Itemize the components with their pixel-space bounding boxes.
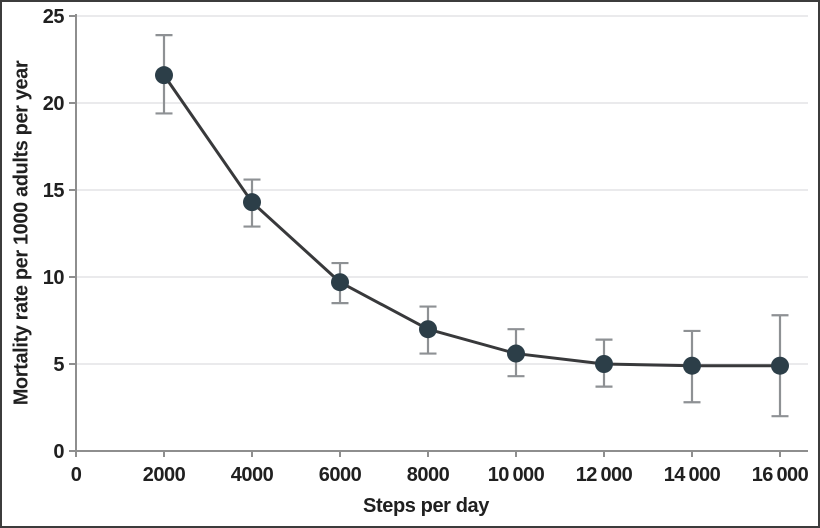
x-tick-label: 2000	[143, 464, 186, 486]
x-tick-label: 16 000	[752, 464, 809, 486]
y-tick-label: 10	[43, 267, 65, 289]
data-point	[155, 66, 173, 85]
x-tick-label: 12 000	[576, 464, 633, 486]
y-tick-label: 20	[43, 93, 65, 115]
x-tick-label: 6000	[319, 464, 362, 486]
x-tick-label: 8000	[407, 464, 450, 486]
x-axis-title: Steps per day	[363, 495, 489, 517]
data-points	[155, 66, 789, 375]
x-tick-label: 0	[71, 464, 82, 486]
y-tick-label: 5	[53, 354, 64, 376]
x-tick-label: 10 000	[488, 464, 545, 486]
y-tick-label: 25	[43, 6, 65, 28]
y-tick-label: 15	[43, 180, 65, 202]
data-point	[771, 356, 789, 375]
data-point	[507, 344, 525, 363]
data-point	[331, 273, 349, 292]
series-line	[162, 74, 780, 368]
data-point	[595, 355, 613, 373]
data-point	[419, 320, 437, 339]
gridlines	[76, 15, 808, 365]
x-tick-label: 4000	[231, 464, 274, 486]
data-point	[683, 356, 701, 375]
axes: 0 5 10 15 20 25 0 2000 4000 6000 8000 10 000 12 000 1…	[43, 6, 809, 486]
x-tick-label: 14 000	[664, 464, 721, 486]
data-point	[243, 193, 261, 212]
y-tick-label: 0	[53, 441, 64, 463]
